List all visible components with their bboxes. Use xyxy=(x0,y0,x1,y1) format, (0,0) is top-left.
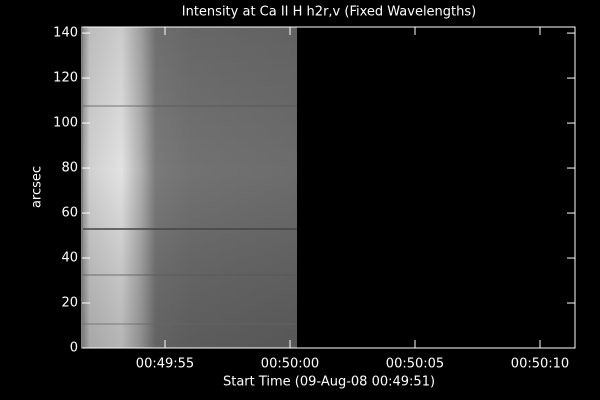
chart-title: Intensity at Ca II H h2r,v (Fixed Wavele… xyxy=(182,5,476,20)
y-tick-label: 120 xyxy=(53,71,78,86)
x-tick-label: 00:50:05 xyxy=(386,357,444,372)
x-tick-label: 00:50:00 xyxy=(261,357,319,372)
y-tick-label: 40 xyxy=(61,251,78,266)
y-tick-label: 140 xyxy=(53,26,78,41)
y-tick-label: 60 xyxy=(61,206,78,221)
y-tick-label: 20 xyxy=(61,296,78,311)
y-tick-label: 80 xyxy=(61,161,78,176)
y-tick-label: 0 xyxy=(70,341,78,356)
intensity-image xyxy=(83,27,297,348)
x-tick-label: 00:50:10 xyxy=(511,357,569,372)
y-axis-label: arcsec xyxy=(30,166,45,208)
x-axis-label: Start Time (09-Aug-08 00:49:51) xyxy=(223,375,435,390)
y-tick-label: 100 xyxy=(53,116,78,131)
x-tick-label: 00:49:55 xyxy=(136,357,194,372)
plot-frame xyxy=(81,26,576,349)
